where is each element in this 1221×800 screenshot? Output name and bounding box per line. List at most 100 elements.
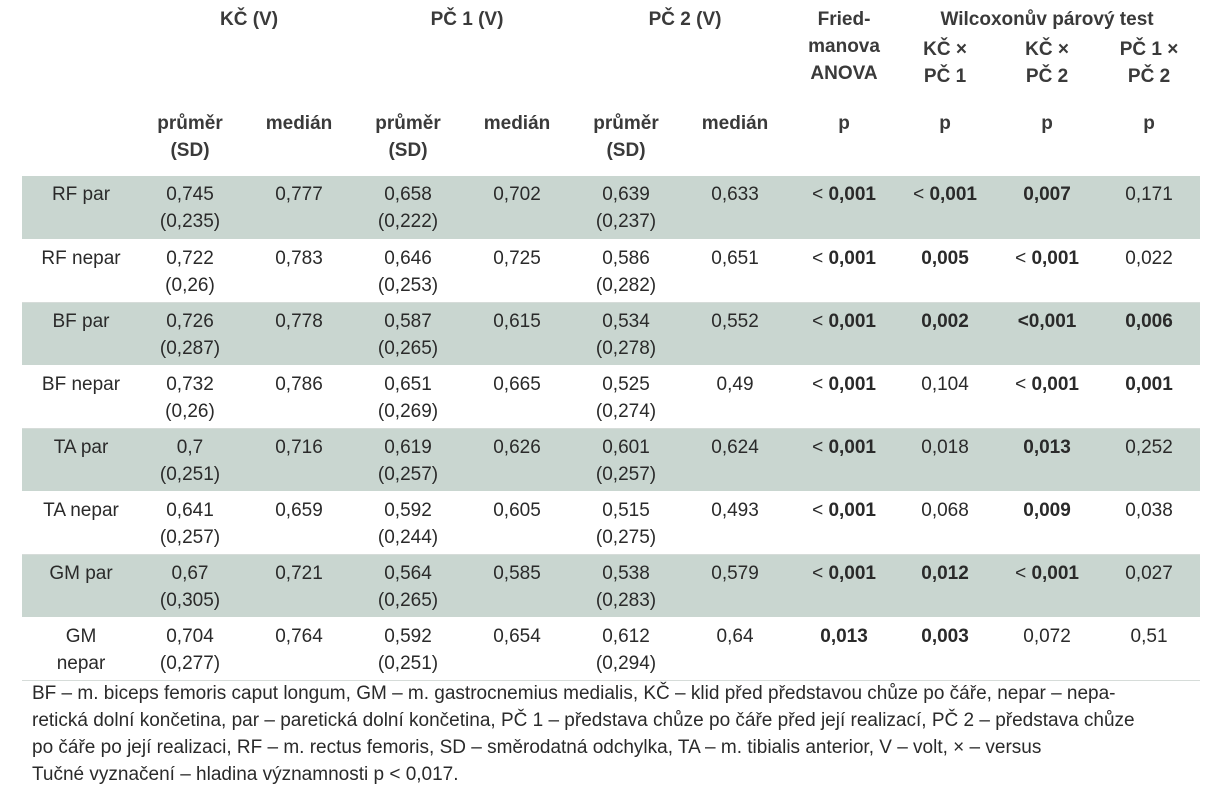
sub-header-median: medián <box>265 113 333 134</box>
kc-mean-sd: 0,722 (0,26) <box>140 239 240 303</box>
pc1-mean-sd: 0,651 (0,269) <box>358 365 458 429</box>
wilcoxon-pc1-pc2-p: 0,038 <box>1098 491 1201 555</box>
table-row: BF par 0,726 (0,287) 0,778 0,587 (0,265) 0,615… <box>22 302 1201 366</box>
header-row-stats: průměr (SD) medián průměr (SD) medián prům… <box>22 104 1200 176</box>
sub-header-median: medián <box>701 113 769 134</box>
pc2-median: 0,651 <box>676 239 795 303</box>
row-label: GM par <box>22 554 140 618</box>
wilcoxon-kc-pc1-p: 0,002 <box>894 302 997 366</box>
footnote: BF – m. biceps femoris caput longum, GM … <box>32 680 1202 788</box>
group-header-pc1: PČ 1 (V) <box>430 9 504 30</box>
pc1-mean-sd: 0,592 (0,251) <box>358 617 458 681</box>
kc-median: 0,778 <box>240 302 358 366</box>
kc-mean-sd: 0,726 (0,287) <box>140 302 240 366</box>
table-row: RF nepar 0,722 (0,26) 0,783 0,646 (0,253) 0,72… <box>22 239 1201 303</box>
pc1-mean-sd: 0,564 (0,265) <box>358 554 458 618</box>
footnote-line: BF – m. biceps femoris caput longum, GM … <box>32 683 1116 704</box>
friedman-p: < 0,001 <box>794 365 895 429</box>
wilcoxon-col-line2: PČ 1 <box>923 66 967 87</box>
sub-header-median: medián <box>483 113 551 134</box>
row-label: TA nepar <box>22 491 140 555</box>
wilcoxon-kc-pc1-p: 0,003 <box>894 617 997 681</box>
kc-mean-sd: 0,641 (0,257) <box>140 491 240 555</box>
sub-header-mean: průměr (SD) <box>375 113 441 161</box>
pc2-mean-sd: 0,534 (0,278) <box>576 302 677 366</box>
kc-median: 0,764 <box>240 617 358 681</box>
wilcoxon-col-line1: KČ × <box>923 39 967 60</box>
kc-median: 0,786 <box>240 365 358 429</box>
row-label: TA par <box>22 428 140 492</box>
group-header-pc2: PČ 2 (V) <box>648 9 722 30</box>
kc-mean-sd: 0,745 (0,235) <box>140 176 240 240</box>
row-label: BF nepar <box>22 365 140 429</box>
wilcoxon-col-pc1-pc2: PČ 1 × PČ 2 <box>1098 36 1200 104</box>
wilcoxon-kc-pc2-p: 0,009 <box>996 491 1099 555</box>
friedman-p: 0,013 <box>794 617 895 681</box>
header-row-groups: KČ (V) PČ 1 (V) PČ 2 (V) Fried- manova A… <box>22 6 1200 84</box>
pc2-mean-sd: 0,525 (0,274) <box>576 365 677 429</box>
sub-header-p: p <box>838 113 850 134</box>
table-row: BF nepar 0,732 (0,26) 0,786 0,651 (0,269) 0,66… <box>22 365 1201 429</box>
wilcoxon-kc-pc2-p: < 0,001 <box>996 554 1099 618</box>
footnote-significance: Tučné vyznačení – hladina významnosti p … <box>32 764 459 785</box>
pc1-median: 0,654 <box>458 617 577 681</box>
corner-cell <box>22 6 140 36</box>
pc2-median: 0,552 <box>676 302 795 366</box>
table-row: TA par 0,7 (0,251) 0,716 0,619 (0,257) 0,626 0,… <box>22 428 1201 492</box>
friedman-p: < 0,001 <box>794 491 895 555</box>
pc1-mean-sd: 0,592 (0,244) <box>358 491 458 555</box>
kc-median: 0,783 <box>240 239 358 303</box>
friedman-p: < 0,001 <box>794 428 895 492</box>
friedman-p: < 0,001 <box>794 176 895 240</box>
table-row: TA nepar 0,641 (0,257) 0,659 0,592 (0,244) 0,6… <box>22 491 1201 555</box>
results-table: KČ (V) PČ 1 (V) PČ 2 (V) Fried- manova A… <box>22 6 1201 681</box>
friedman-p: < 0,001 <box>794 239 895 303</box>
wilcoxon-kc-pc1-p: 0,005 <box>894 239 997 303</box>
friedman-p: < 0,001 <box>794 302 895 366</box>
wilcoxon-kc-pc1-p: 0,018 <box>894 428 997 492</box>
wilcoxon-kc-pc1-p: 0,104 <box>894 365 997 429</box>
pc1-median: 0,605 <box>458 491 577 555</box>
wilcoxon-pc1-pc2-p: 0,171 <box>1098 176 1201 240</box>
row-label: RF par <box>22 176 140 240</box>
sub-header-mean: průměr (SD) <box>157 113 223 161</box>
kc-median: 0,777 <box>240 176 358 240</box>
wilcoxon-kc-pc1-p: 0,012 <box>894 554 997 618</box>
wilcoxon-pc1-pc2-p: 0,006 <box>1098 302 1201 366</box>
pc1-median: 0,615 <box>458 302 577 366</box>
pc2-mean-sd: 0,515 (0,275) <box>576 491 677 555</box>
row-label: BF par <box>22 302 140 366</box>
wilcoxon-pc1-pc2-p: 0,027 <box>1098 554 1201 618</box>
table-row: GM nepar 0,704 (0,277) 0,764 0,592 (0,251) 0,65… <box>22 617 1201 681</box>
wilcoxon-col-line1: PČ 1 × <box>1119 39 1179 60</box>
kc-median: 0,721 <box>240 554 358 618</box>
table-row: RF par 0,745 (0,235) 0,777 0,658 (0,222) 0,702… <box>22 176 1201 240</box>
kc-mean-sd: 0,732 (0,26) <box>140 365 240 429</box>
pc1-median: 0,665 <box>458 365 577 429</box>
pc2-median: 0,624 <box>676 428 795 492</box>
wilcoxon-col-line2: PČ 2 <box>1025 66 1069 87</box>
header-row-comparisons: KČ × PČ 1 KČ × PČ 2 PČ 1 × PČ 2 <box>22 36 1200 104</box>
pc2-median: 0,579 <box>676 554 795 618</box>
friedman-header: Fried- manova ANOVA <box>794 6 894 104</box>
wilcoxon-kc-pc2-p: 0,007 <box>996 176 1099 240</box>
sub-header-mean: průměr (SD) <box>593 113 659 161</box>
pc2-mean-sd: 0,639 (0,237) <box>576 176 677 240</box>
wilcoxon-col-line1: KČ × <box>1025 39 1069 60</box>
pc2-median: 0,64 <box>676 617 795 681</box>
wilcoxon-pc1-pc2-p: 0,022 <box>1098 239 1201 303</box>
pc1-mean-sd: 0,587 (0,265) <box>358 302 458 366</box>
wilcoxon-pc1-pc2-p: 0,001 <box>1098 365 1201 429</box>
wilcoxon-kc-pc1-p: 0,068 <box>894 491 997 555</box>
footnote-line: po čáře po její realizaci, RF – m. rectu… <box>32 737 1042 758</box>
table-row: GM par 0,67 (0,305) 0,721 0,564 (0,265) 0,585 0… <box>22 554 1201 618</box>
row-label: RF nepar <box>22 239 140 303</box>
friedman-header-line3: ANOVA <box>810 63 878 84</box>
pc2-mean-sd: 0,612 (0,294) <box>576 617 677 681</box>
kc-mean-sd: 0,67 (0,305) <box>140 554 240 618</box>
pc2-median: 0,493 <box>676 491 795 555</box>
friedman-header-line2: manova <box>808 36 880 57</box>
wilcoxon-col-kc-pc2: KČ × PČ 2 <box>996 36 1098 104</box>
kc-mean-sd: 0,704 (0,277) <box>140 617 240 681</box>
